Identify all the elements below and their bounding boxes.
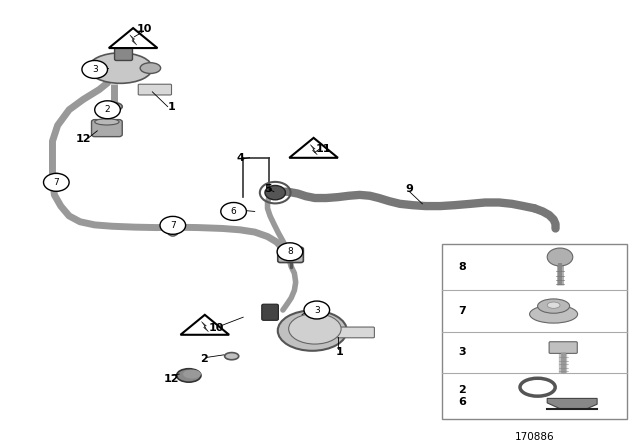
Ellipse shape xyxy=(538,299,570,313)
Circle shape xyxy=(221,202,246,220)
Ellipse shape xyxy=(183,370,201,379)
Text: 3: 3 xyxy=(314,306,319,314)
Text: 5: 5 xyxy=(264,184,271,194)
Ellipse shape xyxy=(547,302,560,308)
Text: 12: 12 xyxy=(164,374,179,383)
FancyBboxPatch shape xyxy=(337,327,374,338)
Polygon shape xyxy=(310,145,317,155)
Circle shape xyxy=(44,173,69,191)
Text: 3: 3 xyxy=(92,65,97,74)
Text: 9: 9 xyxy=(406,184,413,194)
Polygon shape xyxy=(202,322,209,332)
Text: 7: 7 xyxy=(170,221,175,230)
Circle shape xyxy=(547,248,573,266)
Ellipse shape xyxy=(278,310,347,351)
Polygon shape xyxy=(130,35,137,45)
Text: 2: 2 xyxy=(105,105,110,114)
Polygon shape xyxy=(180,315,229,335)
Text: 11: 11 xyxy=(316,144,331,154)
Circle shape xyxy=(277,243,303,261)
Polygon shape xyxy=(109,28,157,48)
Ellipse shape xyxy=(530,305,578,323)
Ellipse shape xyxy=(88,53,152,83)
Text: 2: 2 xyxy=(200,354,207,364)
Circle shape xyxy=(95,101,120,119)
Circle shape xyxy=(160,216,186,234)
Ellipse shape xyxy=(520,378,556,396)
Text: 2
6: 2 6 xyxy=(458,385,466,407)
FancyBboxPatch shape xyxy=(549,342,577,353)
FancyBboxPatch shape xyxy=(278,247,303,263)
Ellipse shape xyxy=(166,218,180,236)
Text: 1: 1 xyxy=(335,347,343,357)
Text: 4: 4 xyxy=(236,153,244,163)
Ellipse shape xyxy=(177,369,201,382)
Text: 7: 7 xyxy=(54,178,59,187)
FancyBboxPatch shape xyxy=(115,47,132,60)
Text: 10: 10 xyxy=(136,24,152,34)
Polygon shape xyxy=(547,398,597,409)
Text: 3: 3 xyxy=(458,348,466,358)
Text: 12: 12 xyxy=(76,134,91,144)
Text: 170886: 170886 xyxy=(515,432,554,442)
Circle shape xyxy=(265,185,285,200)
Ellipse shape xyxy=(106,103,122,111)
FancyBboxPatch shape xyxy=(138,84,172,95)
Text: 8: 8 xyxy=(287,247,292,256)
Circle shape xyxy=(304,301,330,319)
Text: 1: 1 xyxy=(168,102,175,112)
Ellipse shape xyxy=(289,314,341,344)
Text: 10: 10 xyxy=(209,323,224,333)
Ellipse shape xyxy=(95,119,119,125)
Circle shape xyxy=(82,60,108,78)
Polygon shape xyxy=(289,138,338,158)
Text: 6: 6 xyxy=(231,207,236,216)
Ellipse shape xyxy=(140,63,161,73)
Ellipse shape xyxy=(225,353,239,360)
Text: 8: 8 xyxy=(458,262,466,272)
FancyBboxPatch shape xyxy=(442,244,627,419)
Text: 7: 7 xyxy=(458,306,466,315)
Ellipse shape xyxy=(49,173,63,191)
FancyBboxPatch shape xyxy=(92,120,122,137)
FancyBboxPatch shape xyxy=(262,304,278,320)
